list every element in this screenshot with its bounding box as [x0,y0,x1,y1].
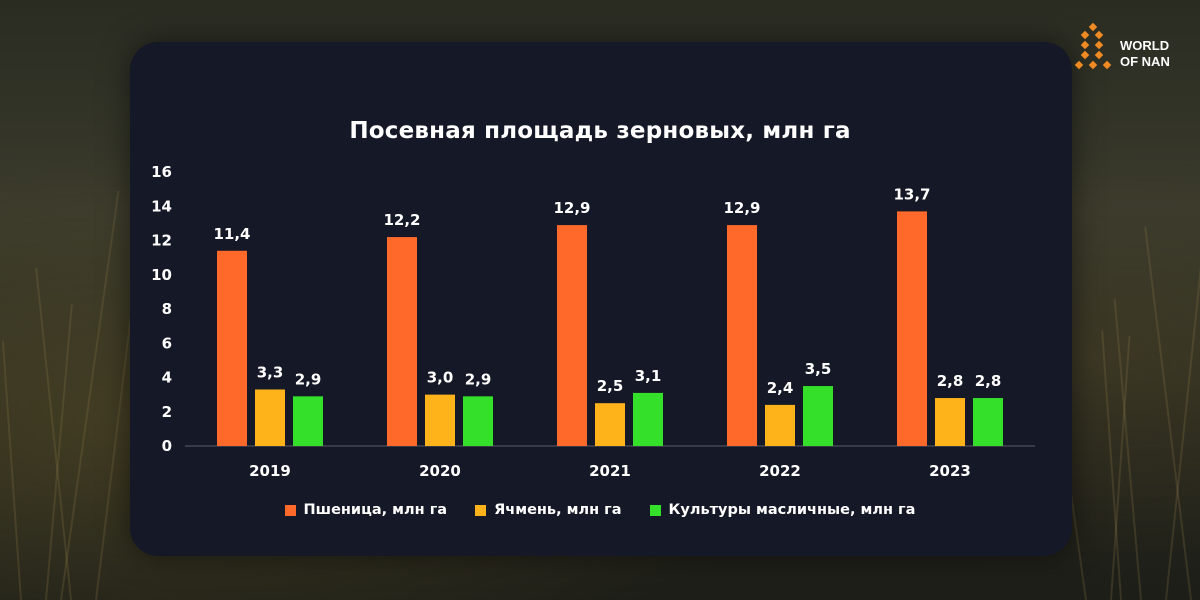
x-tick-label: 2022 [759,462,801,480]
y-tick-label: 10 [151,266,172,284]
data-label: 12,9 [723,199,760,217]
bar-2021-series-2 [633,392,663,446]
chart-title: Посевная площадь зерновых, млн га [349,118,851,144]
y-tick-label: 0 [162,437,172,455]
y-tick-label: 2 [162,403,172,421]
legend-swatch [649,504,661,516]
bar-2022-series-2 [803,386,833,446]
legend-label: Пшеница, млн га [303,502,448,518]
wheat-logo-icon [1074,22,1112,70]
data-label: 11,4 [213,225,250,243]
data-label: 12,2 [383,211,420,229]
bar-2023-series-1 [935,398,965,446]
data-label: 3,0 [427,369,454,387]
legend-swatch [284,504,296,516]
data-label: 3,1 [635,367,662,385]
bar-2022-series-0 [727,225,757,446]
legend-item: Культуры масличные, млн га [649,502,916,518]
y-tick-label: 12 [151,232,172,250]
x-tick-label: 2023 [929,462,971,480]
bar-2020-series-2 [463,396,493,446]
x-tick-label: 2021 [589,462,631,480]
y-tick-label: 4 [162,369,172,387]
data-label: 2,9 [465,370,492,388]
bar-2020-series-0 [387,237,417,446]
bar-2022-series-1 [765,404,795,446]
y-tick-label: 8 [162,300,172,318]
y-tick-label: 6 [162,334,172,352]
logo-line-1: WORLD [1120,38,1170,53]
legend-item: Пшеница, млн га [284,502,448,518]
legend-swatch [475,504,487,516]
y-tick-label: 14 [151,197,172,215]
data-label: 12,9 [553,199,590,217]
logo-text: WORLD OF NAN [1120,38,1170,70]
data-label: 2,4 [767,379,794,397]
bar-2023-series-0 [897,211,927,446]
bar-2019-series-2 [293,396,323,446]
data-label: 3,5 [805,360,832,378]
logo-line-2: OF NAN [1120,54,1170,69]
bar-2019-series-1 [255,389,285,446]
x-tick-label: 2019 [249,462,291,480]
bar-2023-series-2 [973,398,1003,446]
y-tick-label: 16 [151,163,172,181]
data-label: 2,9 [295,370,322,388]
data-label: 13,7 [893,185,930,203]
legend-label: Культуры масличные, млн га [668,502,916,518]
data-label: 2,8 [975,372,1002,390]
x-tick-label: 2020 [419,462,461,480]
bar-2021-series-0 [557,225,587,446]
bar-2020-series-1 [425,394,455,446]
bar-2019-series-0 [217,250,247,446]
bar-2021-series-1 [595,403,625,446]
legend-label: Ячмень, млн га [494,502,622,518]
chart-legend: Пшеница, млн га Ячмень, млн га Культуры ма… [0,502,1200,518]
data-label: 2,8 [937,372,964,390]
legend-item: Ячмень, млн га [475,502,622,518]
data-label: 3,3 [257,363,284,381]
data-label: 2,5 [597,377,624,395]
